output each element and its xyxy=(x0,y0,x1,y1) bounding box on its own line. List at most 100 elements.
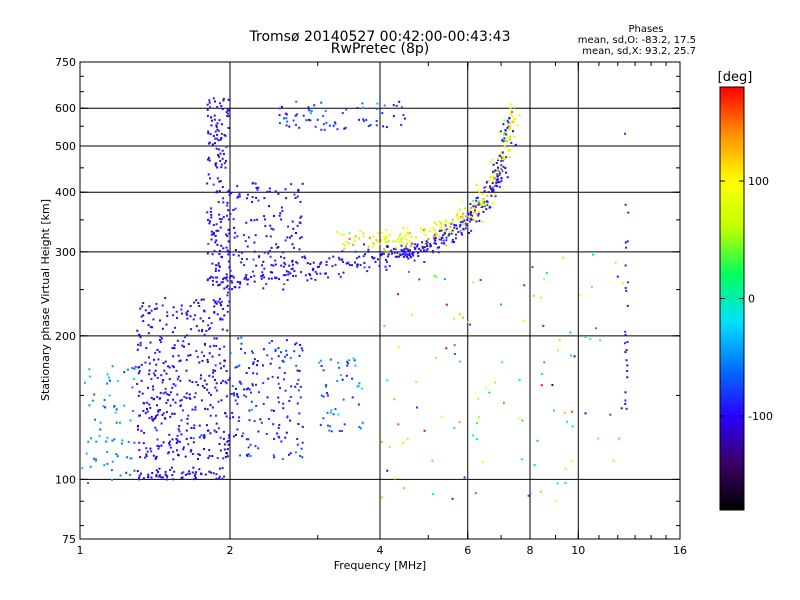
echo-point xyxy=(282,402,285,405)
echo-point xyxy=(113,405,116,407)
echo-point xyxy=(265,235,268,238)
echo-point xyxy=(247,446,250,449)
echo-point xyxy=(451,229,454,232)
echo-point xyxy=(374,260,377,263)
echo-point xyxy=(417,255,420,257)
echo-point xyxy=(186,334,189,337)
echo-point xyxy=(386,260,388,263)
echo-point xyxy=(198,424,201,427)
echo-point xyxy=(191,381,194,384)
echo-point xyxy=(277,376,279,379)
echo-point xyxy=(145,401,148,404)
echo-point xyxy=(474,210,476,212)
echo-point xyxy=(625,246,627,249)
echo-point xyxy=(490,194,493,197)
echo-point xyxy=(87,482,89,484)
echo-point xyxy=(253,219,256,222)
echo-point xyxy=(415,380,418,383)
echo-point xyxy=(180,472,183,475)
echo-point xyxy=(423,228,426,231)
echo-point xyxy=(377,232,380,235)
echo-point xyxy=(144,309,147,312)
echo-point xyxy=(489,161,492,163)
echo-point xyxy=(179,359,182,362)
echo-point xyxy=(157,475,160,478)
x-tick-label: 16 xyxy=(673,544,687,557)
echo-point xyxy=(304,257,307,260)
echo-point xyxy=(273,409,275,412)
echo-point xyxy=(298,370,301,372)
echo-point xyxy=(217,284,220,287)
echo-point xyxy=(474,204,477,207)
y-tick-label: 300 xyxy=(55,246,76,259)
echo-point xyxy=(288,453,290,456)
echo-point xyxy=(194,473,197,476)
echo-point xyxy=(462,223,464,225)
echo-point xyxy=(290,183,293,186)
echo-point xyxy=(199,317,202,320)
echo-point xyxy=(435,223,438,226)
echo-point xyxy=(164,391,167,394)
echo-point xyxy=(300,236,303,239)
echo-point xyxy=(168,442,171,445)
echo-point xyxy=(225,395,228,398)
echo-point xyxy=(282,378,285,381)
echo-point xyxy=(461,233,464,236)
echo-point xyxy=(129,419,132,422)
echo-point xyxy=(298,221,301,224)
echo-point xyxy=(216,122,219,125)
echo-point xyxy=(161,327,164,330)
echo-point xyxy=(294,274,297,277)
echo-point xyxy=(212,344,215,347)
echo-point xyxy=(222,365,225,368)
echo-point xyxy=(214,241,217,244)
echo-point xyxy=(203,448,205,450)
echo-point xyxy=(510,142,513,144)
echo-point xyxy=(158,474,161,477)
echo-point xyxy=(481,221,484,223)
echo-point xyxy=(424,243,427,246)
echo-point xyxy=(503,119,506,122)
echo-point xyxy=(558,338,561,341)
echo-point xyxy=(397,423,400,426)
echo-point xyxy=(157,358,160,361)
echo-point xyxy=(215,345,218,347)
echo-point xyxy=(206,388,209,391)
echo-point xyxy=(475,438,478,440)
echo-point xyxy=(381,252,384,255)
echo-point xyxy=(293,270,296,272)
echo-point xyxy=(443,224,446,227)
echo-point xyxy=(501,361,504,364)
echo-point xyxy=(177,375,180,378)
echo-point xyxy=(179,379,182,382)
echo-point xyxy=(466,218,469,221)
echo-point xyxy=(217,129,220,132)
echo-point xyxy=(486,194,489,197)
echo-point xyxy=(276,432,279,435)
echo-point xyxy=(210,119,213,122)
echo-point xyxy=(104,406,107,409)
echo-point xyxy=(466,215,469,217)
echo-point xyxy=(460,229,463,232)
echo-point xyxy=(237,254,240,257)
echo-point xyxy=(338,273,340,276)
echo-point xyxy=(221,379,224,382)
echo-point xyxy=(214,270,217,272)
echo-point xyxy=(384,258,387,261)
echo-point xyxy=(487,191,490,194)
echo-point xyxy=(232,253,235,256)
echo-point xyxy=(482,210,485,213)
x-tick-label: 10 xyxy=(571,544,585,557)
echo-point xyxy=(102,405,105,408)
echo-point xyxy=(250,276,253,278)
echo-point xyxy=(219,180,222,183)
echo-point xyxy=(400,249,403,251)
echo-point xyxy=(227,240,230,243)
echo-point xyxy=(190,328,193,331)
echo-point xyxy=(237,195,240,198)
echo-point xyxy=(161,381,164,384)
echo-point xyxy=(278,366,281,369)
echo-point xyxy=(119,421,121,424)
echo-point xyxy=(334,122,337,125)
echo-point xyxy=(403,117,406,120)
